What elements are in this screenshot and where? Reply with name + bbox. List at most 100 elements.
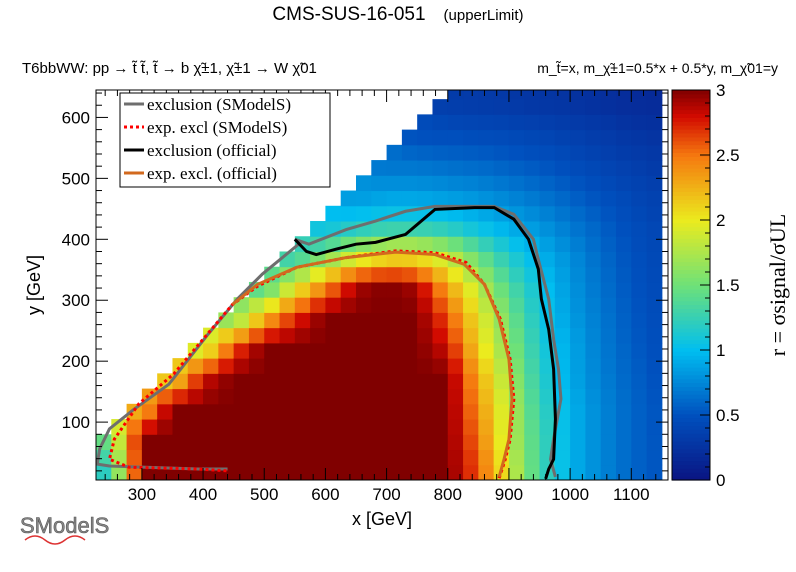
heatmap-cell xyxy=(447,175,464,192)
heatmap-cell xyxy=(585,419,602,435)
heatmap-cell xyxy=(248,373,265,390)
heatmap-cell xyxy=(493,281,510,298)
heatmap-cell xyxy=(508,342,525,359)
heatmap-cell xyxy=(310,342,326,359)
heatmap-cell xyxy=(447,266,464,283)
heatmap-cell xyxy=(585,434,602,451)
heatmap-cell xyxy=(631,464,648,481)
heatmap-cell xyxy=(371,358,388,374)
heatmap-cell xyxy=(585,205,602,222)
heatmap-cell xyxy=(616,266,632,283)
contour-exp-excl-smodels- xyxy=(107,249,516,479)
contour-exclusion-official- xyxy=(293,206,557,480)
colorbar-segment xyxy=(672,460,710,465)
colorbar-segment xyxy=(672,327,710,333)
heatmap-cell xyxy=(325,281,342,298)
colorbar-segment xyxy=(672,300,710,306)
heatmap-cell xyxy=(325,266,342,283)
colorbar-segment xyxy=(672,199,710,204)
heatmap-cell xyxy=(294,388,311,405)
heatmap-cell xyxy=(432,434,449,451)
colorbar-segment xyxy=(672,441,710,446)
heatmap-cell xyxy=(325,312,342,329)
heatmap-cell xyxy=(478,221,495,237)
heatmap-cell xyxy=(279,373,296,390)
heatmap-cell xyxy=(356,266,372,283)
legend-label: exp. excl (SModelS) xyxy=(147,118,287,137)
colorbar-segment xyxy=(672,288,710,294)
heatmap-cell xyxy=(585,190,602,207)
heatmap-cell xyxy=(646,297,663,313)
colorbar-segment xyxy=(672,374,710,380)
heatmap-cell xyxy=(585,114,602,131)
heatmap-cell xyxy=(524,464,541,481)
colorbar-segment xyxy=(672,97,710,103)
heatmap-cell xyxy=(203,327,219,344)
heatmap-cell xyxy=(264,388,281,405)
heatmap-cell xyxy=(493,419,510,435)
colorbar-segment xyxy=(672,347,710,352)
heatmap-cell xyxy=(585,403,602,420)
heatmap-cell xyxy=(554,449,571,466)
heatmap-cell xyxy=(554,160,571,176)
heatmap-cell xyxy=(294,312,311,329)
x-tick-label: 1100 xyxy=(613,485,650,504)
heatmap-cell xyxy=(493,236,510,252)
colorbar-segment xyxy=(672,203,710,208)
colorbar-segment xyxy=(672,370,710,376)
heatmap-cell xyxy=(141,403,158,420)
heatmap-cell xyxy=(447,281,464,298)
heatmap-cell xyxy=(463,236,479,252)
heatmap-cell xyxy=(126,419,143,435)
heatmap-cell xyxy=(570,190,586,207)
heatmap-cell xyxy=(371,403,388,420)
heatmap-cell xyxy=(631,281,648,298)
heatmap-cell xyxy=(646,266,663,283)
heatmap-cell xyxy=(646,342,663,359)
heatmap-cell xyxy=(646,388,663,405)
heatmap-cell xyxy=(478,205,495,222)
colorbar-segment xyxy=(672,191,710,196)
heatmap-cell xyxy=(310,297,326,313)
heatmap-cell xyxy=(401,419,418,435)
colorbar-segment xyxy=(672,464,710,469)
heatmap-cell xyxy=(646,373,663,390)
colorbar-segment xyxy=(672,171,710,177)
heatmap-cell xyxy=(539,144,556,161)
colorbar-segment xyxy=(672,249,710,255)
heatmap-cell xyxy=(310,464,326,481)
colorbar-segment xyxy=(672,93,710,99)
smodels-logo: SModelS xyxy=(20,513,110,545)
heatmap-cell xyxy=(417,464,433,481)
heatmap-cell xyxy=(631,403,648,420)
heatmap-cell xyxy=(585,160,602,176)
heatmap-cell xyxy=(218,434,235,451)
heatmap-cell xyxy=(340,358,357,374)
heatmap-cell xyxy=(340,266,357,283)
heatmap-cell xyxy=(386,312,403,329)
heatmap-cell xyxy=(508,190,525,207)
heatmap-cell xyxy=(417,342,433,359)
heatmap-cell xyxy=(600,419,617,435)
heatmap-cell xyxy=(524,419,541,435)
heatmap-cell xyxy=(524,434,541,451)
heatmap-cell xyxy=(585,342,602,359)
heatmap-cell xyxy=(600,327,617,344)
heatmap-cell xyxy=(386,464,403,481)
heatmap-cell xyxy=(417,144,433,161)
heatmap-cell xyxy=(386,175,403,192)
heatmap-cell xyxy=(218,464,235,481)
heatmap-cell xyxy=(294,464,311,481)
colorbar-segment xyxy=(672,421,710,426)
heatmap-cell xyxy=(310,434,326,451)
heatmap-cell xyxy=(417,297,433,313)
heatmap-cell xyxy=(386,388,403,405)
heatmap-cell xyxy=(524,160,541,176)
heatmap-cell xyxy=(524,114,541,131)
heatmap-cell xyxy=(631,114,648,131)
heatmap-cell xyxy=(508,297,525,313)
colorbar-segment xyxy=(672,312,710,317)
heatmap-cell xyxy=(524,403,541,420)
heatmap-cell xyxy=(616,114,632,131)
heatmap-cell xyxy=(570,434,586,451)
